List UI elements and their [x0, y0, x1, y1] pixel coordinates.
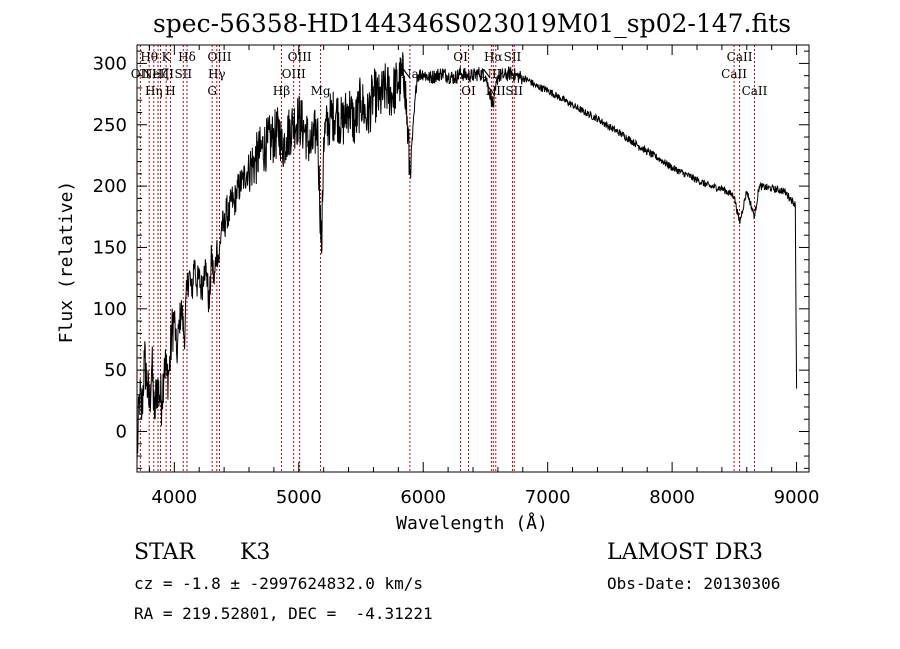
line-marker-label: CaII	[742, 84, 768, 98]
x-axis-label: Wavelength (Å)	[396, 512, 548, 534]
line-marker-label: OII	[131, 67, 151, 81]
plot-frame	[136, 44, 810, 473]
line-markers	[139, 45, 755, 472]
line-marker-label: Hη	[145, 84, 163, 98]
line-marker-label: OI	[453, 50, 468, 64]
line-marker-label: Hδ	[178, 50, 196, 64]
line-marker-label: CaII	[721, 67, 747, 81]
y-tick-label: 100	[93, 299, 127, 320]
line-marker-label: OIII	[288, 50, 312, 64]
line-marker-label: K	[162, 50, 172, 64]
coordinates: RA = 219.52801, DEC = -4.31221	[134, 604, 433, 623]
line-marker-label: SII	[504, 50, 522, 64]
x-tick-label: 4000	[151, 487, 197, 508]
line-marker-label: Mg	[311, 84, 331, 98]
line-marker-label: OI	[461, 84, 476, 98]
chart-title: spec-56358-HD144346S023019M01_sp02-147.f…	[153, 9, 791, 38]
line-marker-label: H	[165, 84, 175, 98]
line-marker-label: OIII	[207, 50, 231, 64]
y-tick-label: 150	[93, 237, 127, 258]
y-tick-label: 0	[116, 422, 127, 443]
y-tick-label: 200	[93, 176, 127, 197]
x-tick-label: 7000	[525, 487, 571, 508]
x-tick-label: 9000	[774, 487, 820, 508]
line-marker-label: Hθ	[140, 50, 158, 64]
line-marker-label: Hγ	[208, 67, 226, 81]
spectrum-line	[136, 52, 798, 463]
line-marker-label: Hα	[484, 50, 503, 64]
y-axis-label: Flux (relative)	[56, 181, 77, 344]
line-marker-label: SII	[505, 84, 523, 98]
object-class: STAR	[134, 540, 195, 565]
line-marker-label: G	[207, 84, 217, 98]
y-tick-label: 250	[93, 115, 127, 136]
x-axis: 4000 5000 6000 7000 8000 9000	[148, 45, 820, 508]
line-marker-label: Hζ	[152, 67, 169, 81]
line-marker-label: OIII	[282, 67, 306, 81]
series-group	[136, 52, 798, 463]
object-subclass: K3	[240, 540, 271, 565]
redshift-info: cz = -1.8 ± -2997624832.0 km/s	[134, 574, 423, 593]
line-marker-label: Na	[401, 67, 419, 81]
y-tick-label: 300	[93, 53, 127, 74]
survey-name: LAMOST DR3	[607, 540, 763, 565]
line-marker-label: CaII	[727, 50, 753, 64]
line-marker-label: Hβ	[273, 84, 290, 98]
y-tick-label: 50	[104, 360, 127, 381]
x-tick-label: 5000	[276, 487, 322, 508]
line-marker-label: NeIII	[142, 67, 174, 81]
line-marker-label: SII	[174, 67, 192, 81]
y-axis: 0 50 100 150 200 250 300	[93, 50, 809, 469]
x-tick-label: 6000	[400, 487, 446, 508]
x-tick-label: 8000	[649, 487, 695, 508]
observation-date: Obs-Date: 20130306	[607, 574, 781, 593]
